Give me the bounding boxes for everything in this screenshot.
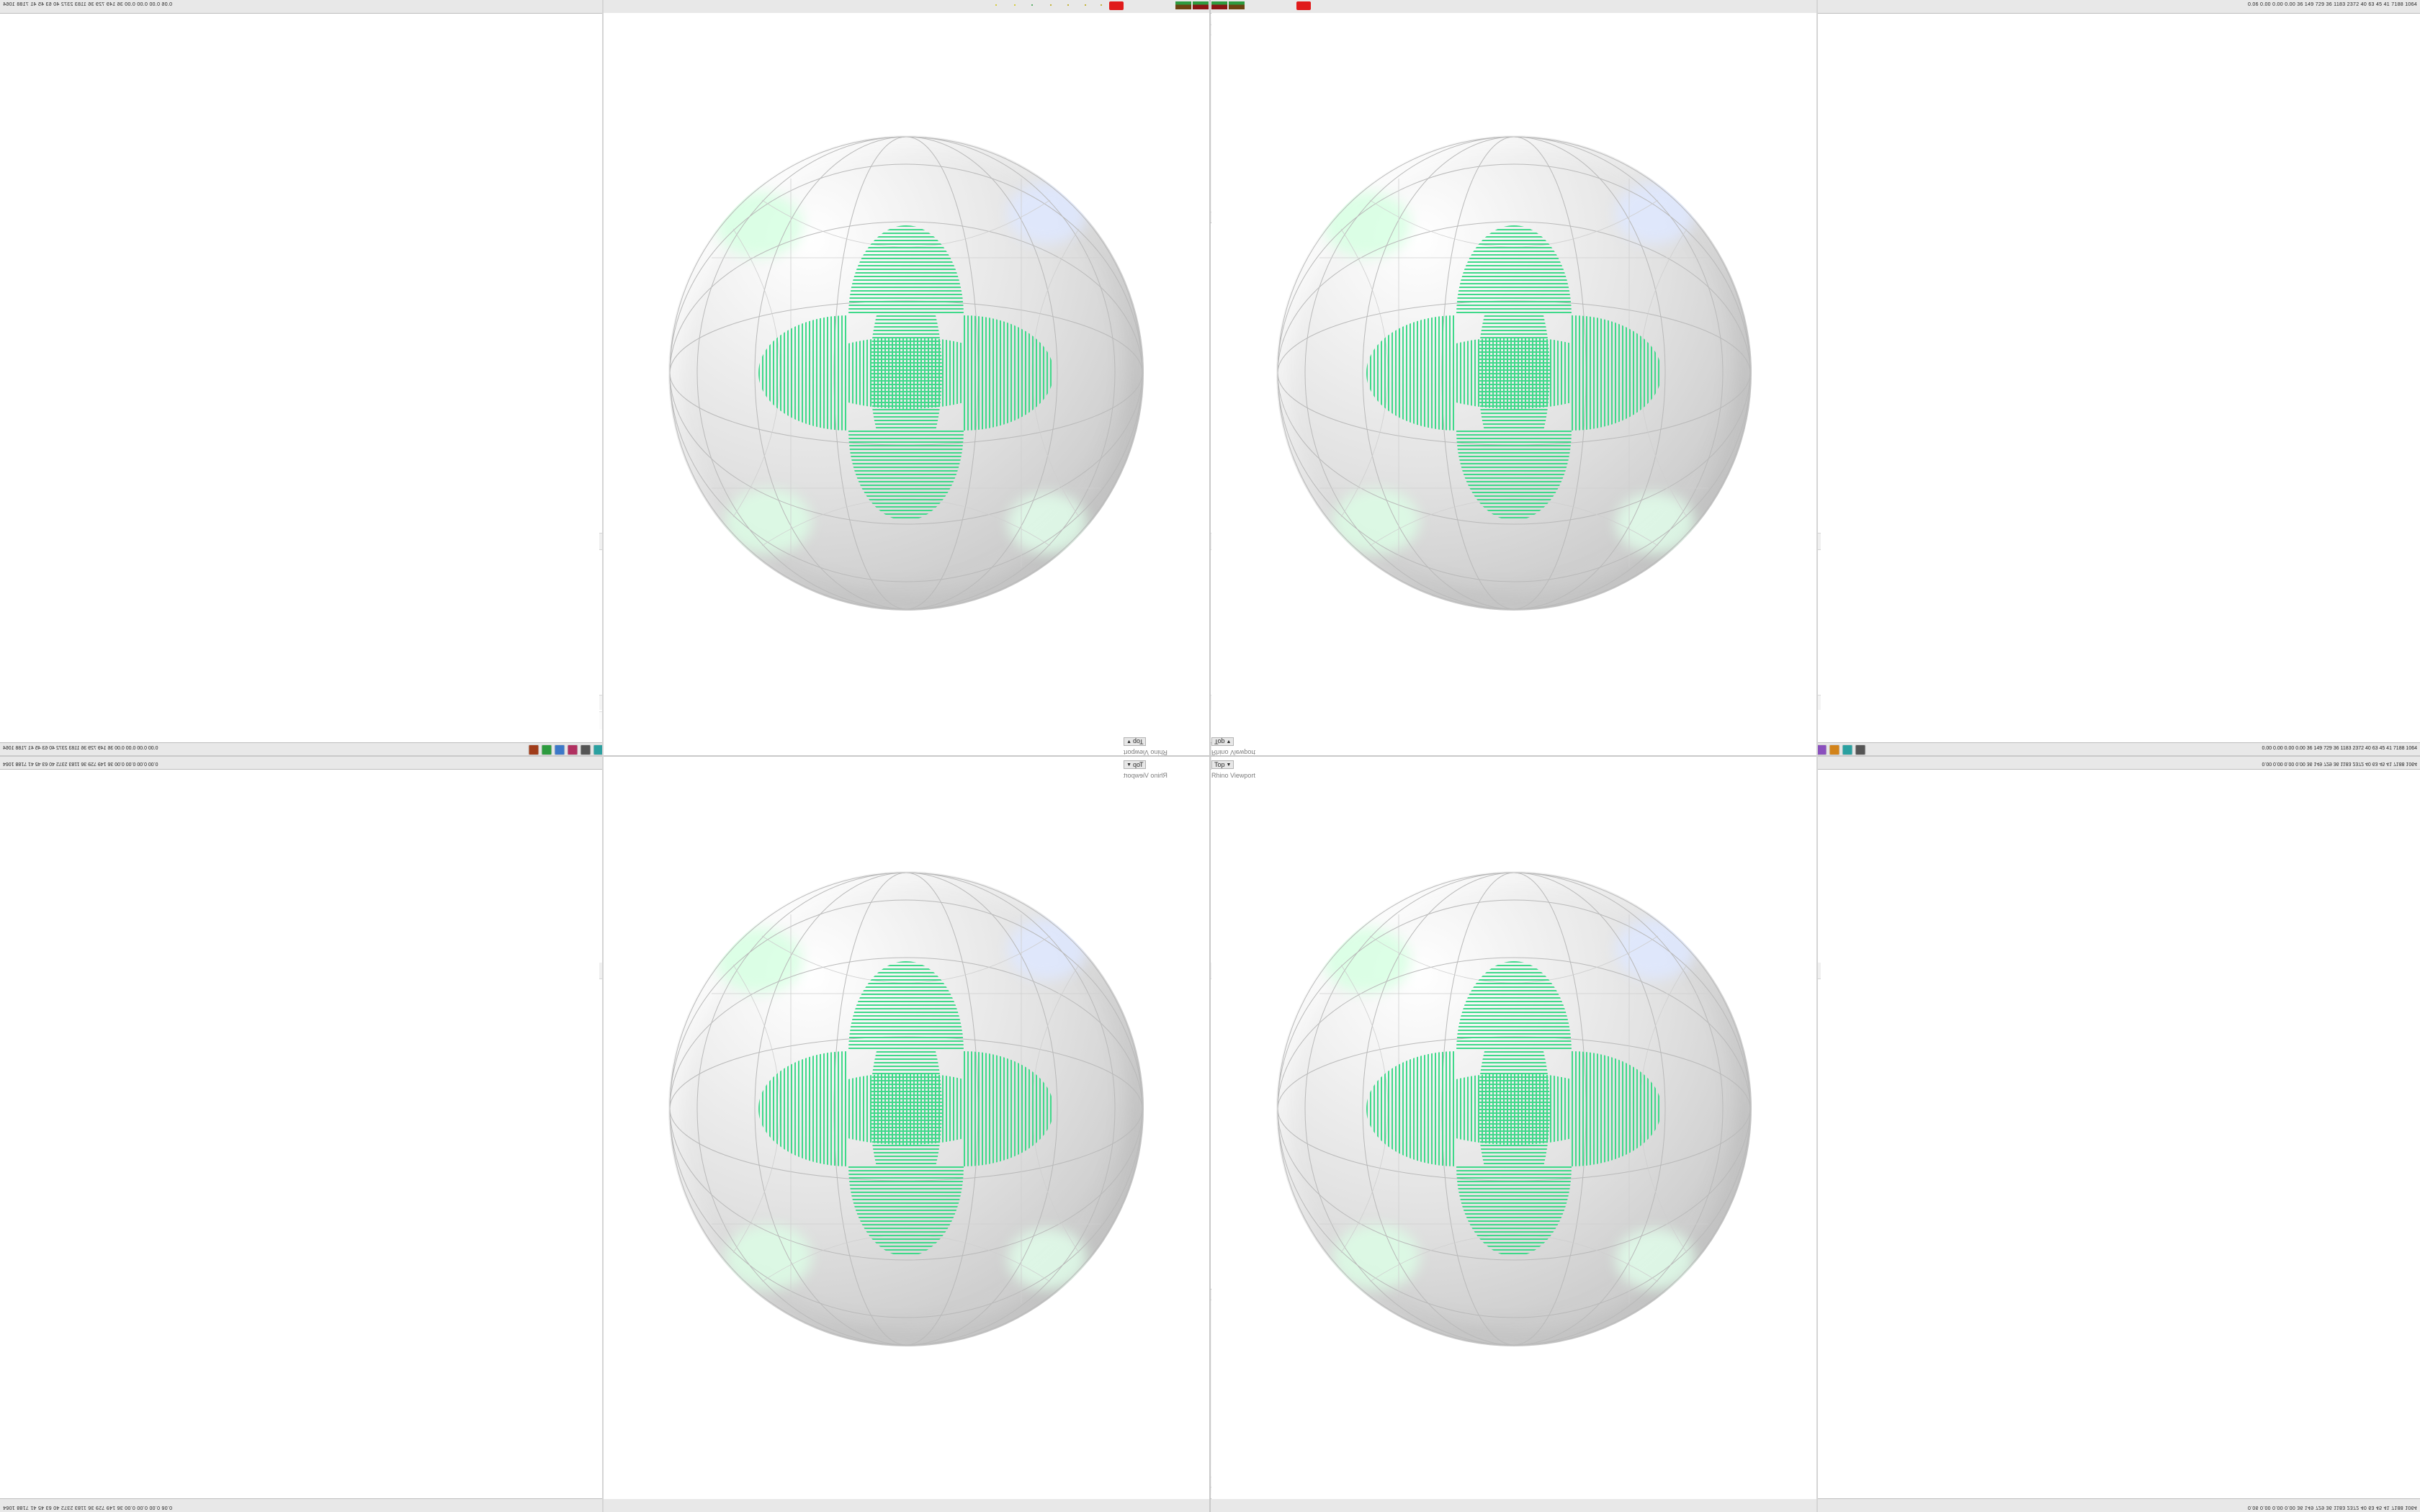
viewport-mode-dropdown-tr[interactable]: Top ▼ — [1211, 737, 1234, 746]
record-indicator[interactable] — [1109, 1, 1124, 10]
swatch-green-brown — [1229, 1, 1245, 9]
chevron-down-icon[interactable]: ▼ — [1126, 739, 1131, 744]
os-bottom-stats-br: 0.00 0.00 0.00 0.00 36 149 729 36 1183 2… — [2262, 761, 2417, 766]
tray-icon-8[interactable] — [1855, 744, 1866, 755]
sphere-render-tl — [668, 135, 1144, 611]
specular-highlight — [1615, 183, 1695, 244]
green-band-center-h — [1413, 1073, 1615, 1145]
swatch-green-red — [1193, 1, 1209, 9]
rhino-viewport-bottom-right[interactable] — [1211, 756, 1818, 1499]
tray-icon-9[interactable] — [567, 744, 578, 755]
record-indicator-tr[interactable] — [1296, 1, 1311, 10]
sphere-render-tr — [1276, 135, 1752, 611]
vertical-seam — [1209, 0, 1211, 1512]
rhino-viewport-bottom-left[interactable] — [604, 756, 1210, 1499]
viewport-mode-text-bl: Top — [1132, 761, 1144, 768]
chevron-down-icon[interactable]: ▼ — [1226, 739, 1232, 744]
viewport-label-cluster-tl: Rhino Viewport Top ▼ — [1124, 730, 1211, 756]
chevron-down-icon[interactable]: ▼ — [1126, 762, 1131, 768]
viewport-mode-dropdown-tl[interactable]: Top ▼ — [1124, 737, 1147, 746]
green-band-center-h — [805, 1073, 1007, 1145]
tray-icon-8[interactable] — [580, 744, 591, 755]
panel-seam-left — [602, 0, 604, 1512]
tray-icon-7[interactable] — [1842, 744, 1853, 755]
specular-highlight — [1615, 492, 1695, 554]
specular-highlight — [1615, 1228, 1695, 1290]
specular-highlight — [1007, 183, 1087, 244]
viewport-label-cluster-bl: Top ▼ Rhino Viewport — [1124, 757, 1211, 783]
sphere-render-br — [1276, 871, 1752, 1346]
tray-icon-12[interactable] — [528, 744, 539, 755]
os-bottom-stats: 0.00 0.00 0.00 0.00 36 149 729 36 1183 2… — [3, 746, 158, 751]
os-top-stats: 0.06 0.00 0.00 0.00 36 149 729 36 1183 2… — [3, 2, 173, 7]
os-top-bar-bl: 0.06 0.00 0.00 0.00 36 149 729 36 1183 2… — [0, 1498, 1210, 1512]
viewport-label-cluster-tr: Rhino Viewport Top ▼ — [1211, 730, 1299, 756]
os-top-bar-br: 0.06 0.00 0.00 0.00 36 149 729 36 1183 2… — [1210, 1498, 2420, 1512]
os-activity-dots — [987, 4, 1102, 7]
sphere-render-bl — [668, 871, 1144, 1346]
viewport-label-cluster-br: Top ▼ Rhino Viewport — [1211, 757, 1299, 783]
rhino-viewport-top-left[interactable] — [604, 13, 1210, 756]
viewport-label-br: Rhino Viewport — [1211, 772, 1255, 779]
tray-icon-11[interactable] — [541, 744, 552, 755]
os-swatches-tr — [1211, 1, 1245, 9]
viewport-mode-text-tr: Top — [1214, 738, 1225, 745]
rhino-viewport-top-right[interactable] — [1211, 13, 1818, 756]
viewport-label-bl: Rhino Viewport — [1124, 772, 1168, 779]
os-bottom-stats-bl: 0.00 0.00 0.00 0.00 36 149 729 36 1183 2… — [3, 761, 158, 766]
os-swatches — [1175, 1, 1209, 9]
swatch-green-red — [1211, 1, 1227, 9]
sphere-wireframe — [1277, 136, 1751, 610]
green-band-center-h — [1413, 337, 1615, 409]
specular-highlight — [1007, 919, 1087, 980]
panel-seam-right — [1816, 0, 1818, 1512]
viewport-mode-dropdown-bl[interactable]: Top ▼ — [1124, 760, 1147, 769]
specular-highlight — [1615, 919, 1695, 980]
tray-icon-10[interactable] — [554, 744, 565, 755]
os-bottom-stats-tr: 0.00 0.00 0.00 0.00 36 149 729 36 1183 2… — [2262, 746, 2417, 751]
specular-highlight — [1007, 492, 1087, 554]
viewport-mode-text-br: Top — [1214, 761, 1225, 768]
swatch-green-brown — [1175, 1, 1191, 9]
os-top-stats-tr: 0.06 0.00 0.00 0.00 36 149 729 36 1183 2… — [2247, 2, 2417, 7]
os-top-bar: 0.06 0.00 0.00 0.00 36 149 729 36 1183 2… — [0, 0, 1210, 14]
os-top-stats-br: 0.06 0.00 0.00 0.00 36 149 729 36 1183 2… — [2247, 1505, 2417, 1510]
os-top-bar-tr: 0.06 0.00 0.00 0.00 36 149 729 36 1183 2… — [1210, 0, 2420, 14]
specular-highlight — [1007, 1228, 1087, 1290]
viewport-mode-dropdown-br[interactable]: Top ▼ — [1211, 760, 1234, 769]
chevron-down-icon[interactable]: ▼ — [1226, 762, 1232, 768]
tray-icon-6[interactable] — [1829, 744, 1840, 755]
viewport-mode-text-tl: Top — [1132, 738, 1144, 745]
green-band-center-h — [805, 337, 1007, 409]
os-top-stats-bl: 0.06 0.00 0.00 0.00 36 149 729 36 1183 2… — [3, 1505, 173, 1510]
